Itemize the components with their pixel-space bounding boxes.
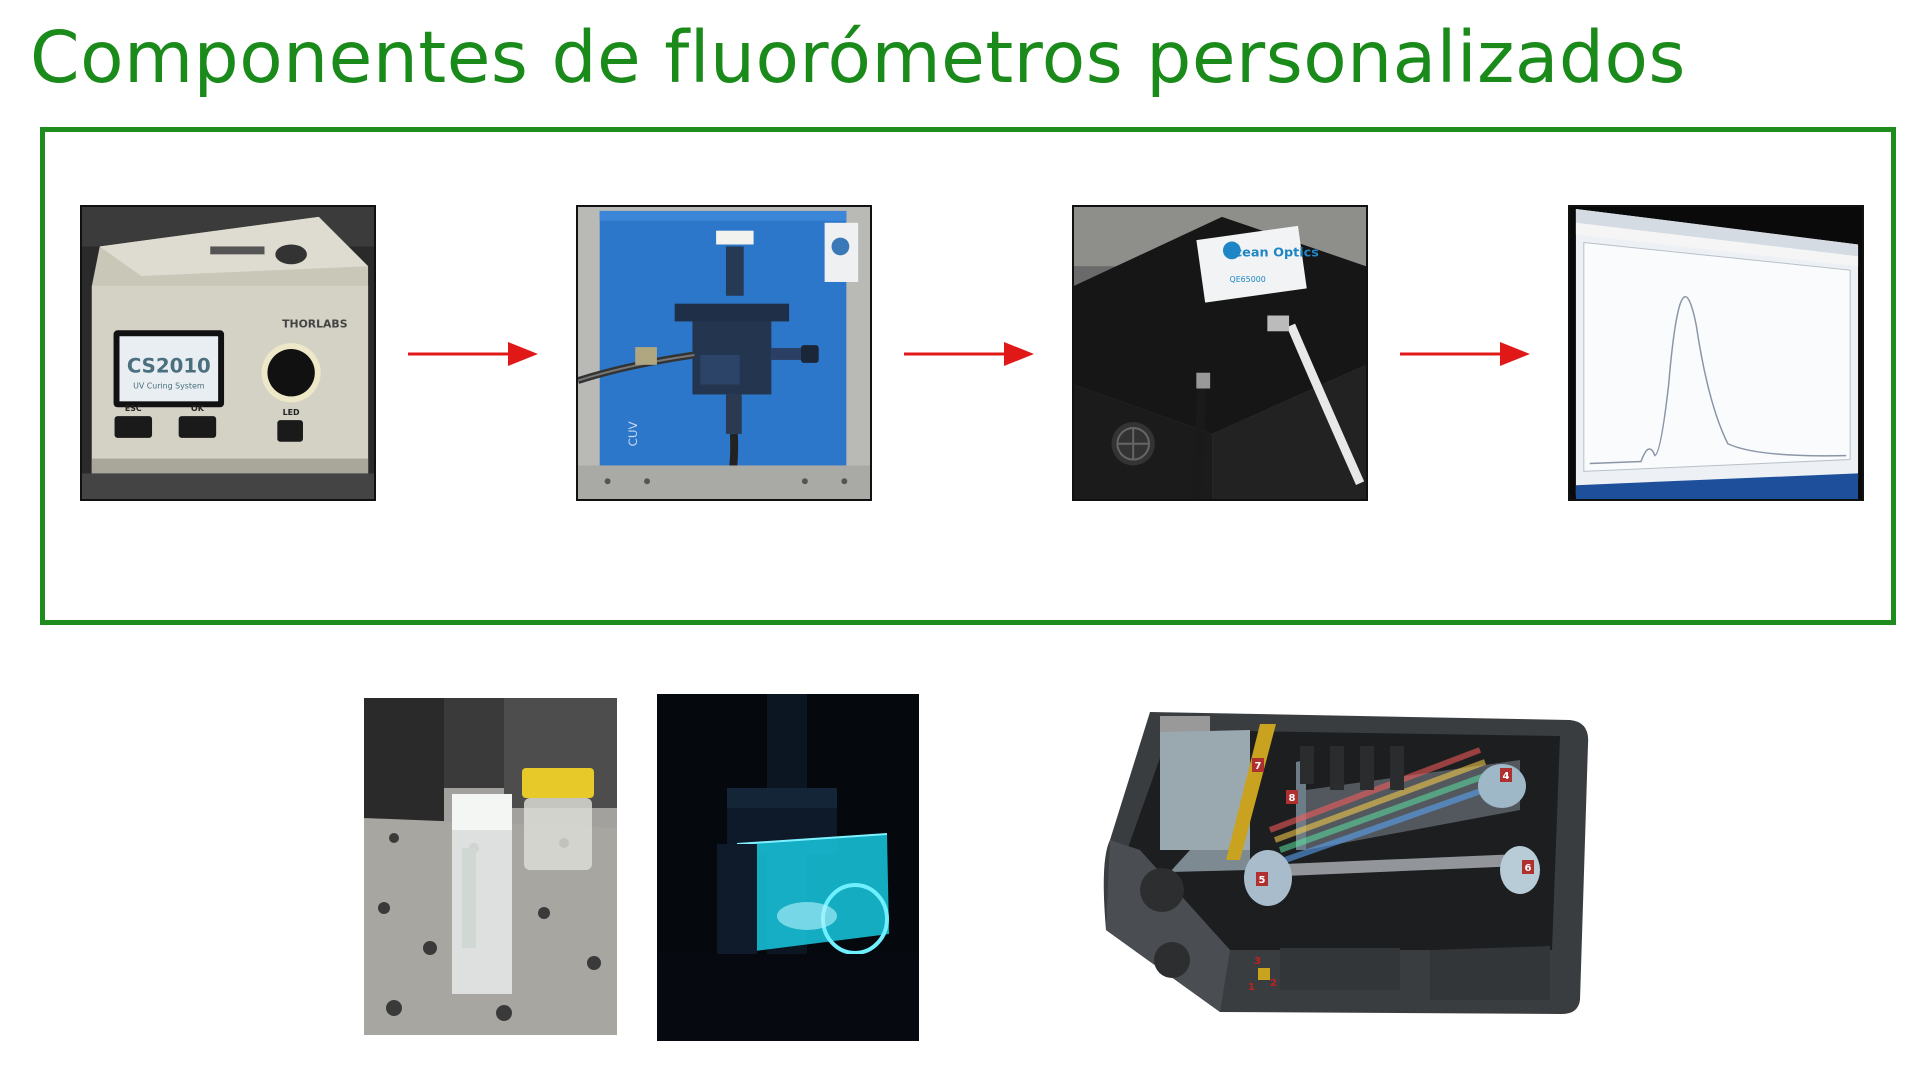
cuv-label: CUV [626, 421, 640, 446]
uv-curing-system-text: UV Curing System [133, 382, 204, 391]
spectrometer-cutaway-diagram: 7 8 4 5 6 3 1 2 [1100, 700, 1590, 1018]
marker-3: 3 [1254, 956, 1261, 967]
qe65000-text: QE65000 [1230, 275, 1266, 284]
spectrum-software-photo [1568, 205, 1864, 501]
cs2010-screen-text: CS2010 [127, 355, 211, 378]
ocean-optics-text: Ocean Optics [1224, 245, 1320, 260]
flow-arrow-1 [408, 342, 538, 366]
marker-5: 5 [1259, 875, 1266, 886]
pipeline-frame [40, 127, 1896, 625]
light-source-photo: CS2010 UV Curing System THORLABS ESC OK … [80, 205, 376, 501]
flow-arrow-3 [1400, 342, 1530, 366]
flow-arrow-2 [904, 342, 1034, 366]
led-label: LED [283, 408, 300, 417]
marker-8: 8 [1289, 793, 1296, 804]
marker-6: 6 [1525, 863, 1532, 874]
fluorescence-cuvette-photo [657, 694, 919, 1041]
thorlabs-logo-text: THORLABS [282, 317, 348, 330]
marker-7: 7 [1255, 761, 1262, 772]
cuvette-sample-photo [364, 698, 617, 1035]
page-title: Componentes de fluorómetros personalizad… [30, 16, 1686, 99]
spectrometer-photo: Ocean Optics QE65000 [1072, 205, 1368, 501]
ok-label: OK [191, 404, 205, 413]
marker-2: 2 [1270, 978, 1277, 989]
cuvette-holder-photo: CUV [576, 205, 872, 501]
marker-4: 4 [1503, 771, 1510, 782]
esc-label: ESC [125, 404, 142, 413]
marker-1: 1 [1248, 982, 1255, 993]
